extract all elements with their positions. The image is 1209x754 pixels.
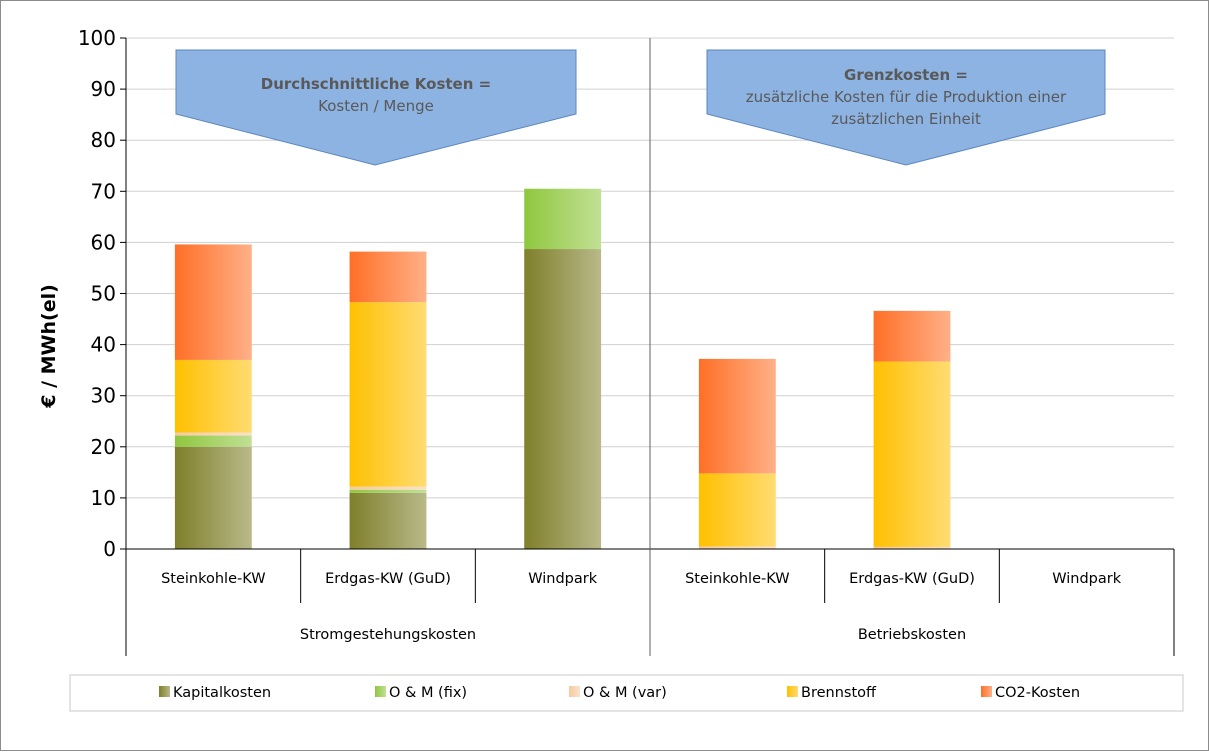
y-tick-label: 60: [91, 230, 116, 254]
category-label: Windpark: [1052, 571, 1121, 587]
y-tick-label: 0: [103, 537, 116, 561]
callout-arrow: [175, 49, 577, 166]
category-label: Windpark: [528, 571, 597, 587]
bar-segment: [698, 473, 776, 547]
callout-text: Kosten / Menge: [318, 97, 434, 115]
y-axis-label: € / MWh(el): [38, 284, 60, 409]
callout-text: zusätzliche Kosten für die Produktion ei…: [746, 88, 1067, 106]
legend-swatch: [787, 686, 798, 697]
callout-text: zusätzlichen Einheit: [831, 110, 981, 128]
legend-swatch: [981, 686, 992, 697]
legend-label: Brennstoff: [801, 685, 877, 701]
callout-title: Durchschnittliche Kosten =: [261, 75, 491, 93]
bar-segment: [349, 492, 427, 549]
bars: [174, 188, 951, 549]
legend-label: O & M (fix): [389, 685, 467, 701]
bar-segment: [174, 446, 252, 549]
legend-swatch: [375, 686, 386, 697]
bar-segment: [349, 489, 427, 493]
y-tick-label: 70: [91, 179, 116, 203]
bar-segment: [349, 486, 427, 490]
bar-segment: [174, 244, 252, 360]
legend-label: CO2-Kosten: [995, 685, 1080, 701]
y-tick-label: 30: [91, 384, 116, 408]
bar-segment: [873, 361, 951, 547]
bar-segment: [698, 546, 776, 549]
bar-segment: [349, 302, 427, 487]
category-label: Steinkohle-KW: [685, 571, 789, 587]
y-tick-label: 50: [91, 282, 116, 306]
legend-swatch: [159, 686, 170, 697]
callout-title: Grenzkosten =: [844, 66, 968, 84]
bar-segment: [524, 188, 602, 250]
legend-label: O & M (var): [583, 685, 667, 701]
legend-swatch: [569, 686, 580, 697]
y-tick-label: 100: [78, 26, 116, 50]
bar-segment: [174, 432, 252, 436]
legend-box: [69, 674, 1184, 712]
callouts: Durchschnittliche Kosten = Kosten / Menge…: [175, 49, 1106, 166]
bar-segment: [174, 435, 252, 447]
bar-segment: [873, 310, 951, 362]
bar-segment: [698, 358, 776, 474]
callout-arrow: [706, 49, 1106, 166]
bar-segment: [524, 249, 602, 549]
y-tick-label: 80: [91, 128, 116, 152]
axes: 0 10 20 30 40 50 60 70 80 90 100 Steinkohle-KW Erdga…: [78, 26, 1175, 656]
y-tick-label: 90: [91, 77, 116, 101]
y-tick-label: 10: [91, 486, 116, 510]
category-label: Steinkohle-KW: [161, 571, 265, 587]
group-label: Stromgestehungskosten: [300, 627, 476, 643]
y-tick-label: 40: [91, 333, 116, 357]
bar-segment: [873, 546, 951, 549]
category-label: Erdgas-KW (GuD): [325, 571, 451, 587]
y-tick-label: 20: [91, 435, 116, 459]
group-label: Betriebskosten: [858, 627, 966, 643]
bar-segment: [174, 359, 252, 433]
category-label: Erdgas-KW (GuD): [849, 571, 975, 587]
legend-label: Kapitalkosten: [173, 685, 271, 701]
bar-segment: [349, 251, 427, 303]
legend: Kapitalkosten O & M (fix) O & M (var) Brenn…: [69, 674, 1184, 712]
